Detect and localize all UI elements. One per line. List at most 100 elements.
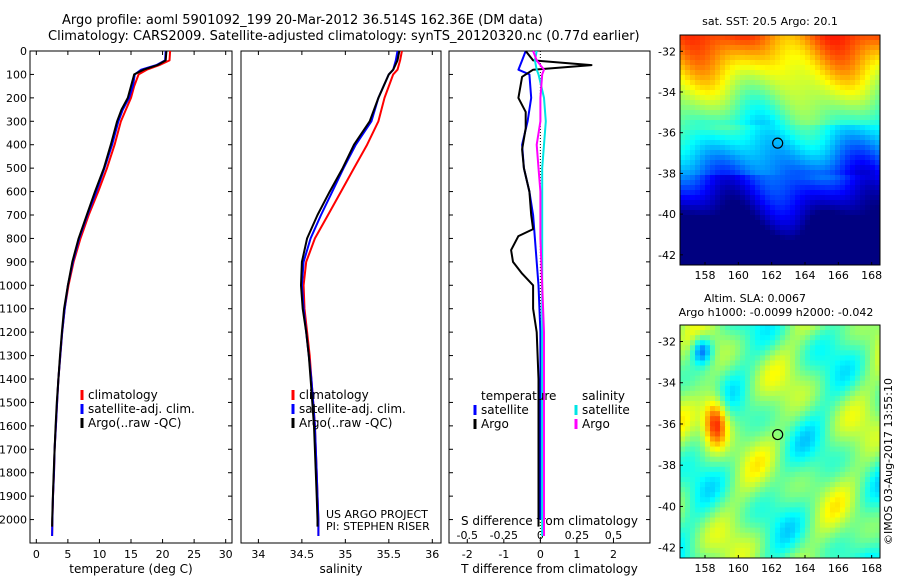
sst_map-cell	[845, 110, 851, 116]
sla_map-cell	[695, 512, 701, 519]
sla_map-cell	[720, 522, 726, 529]
sla_map-xtick-label: 158	[695, 562, 716, 575]
sla_map-cell	[685, 527, 691, 534]
sla_map-cell	[740, 385, 746, 392]
sst_map-cell	[755, 145, 761, 151]
sst_map-cell	[755, 75, 761, 81]
sst_map-cell	[825, 90, 831, 96]
temperature-ytick-label: 1600	[0, 420, 27, 433]
sst_map-cell	[795, 210, 801, 216]
sla_map-cell	[750, 512, 756, 519]
sla_map-cell	[805, 522, 811, 529]
sla_map-cell	[825, 461, 831, 468]
sla_map-cell	[865, 482, 871, 488]
sla_map-cell	[795, 436, 801, 443]
sla_map-xtick-label: 164	[795, 562, 816, 575]
sla_map-cell	[745, 421, 751, 427]
sla_map-cell	[865, 406, 871, 412]
sla_map-cell	[875, 507, 880, 514]
sst_map-cell	[800, 40, 806, 46]
sla_map-cell	[875, 400, 880, 407]
difference-x2label: S difference from climatology	[461, 514, 638, 528]
sla_map-cell	[775, 542, 781, 549]
sla_map-cell	[705, 487, 711, 493]
sla_map-cell	[835, 512, 841, 519]
sla_map-cell	[840, 502, 846, 508]
sla_map-cell	[735, 431, 741, 438]
sst_map-cell	[780, 75, 786, 81]
sla_map-cell	[765, 487, 771, 493]
sla_map-cell	[805, 542, 811, 549]
sla_map-cell	[865, 497, 871, 503]
sst_map-cell	[780, 110, 786, 116]
sla_map-cell	[855, 441, 861, 448]
sst_map-cell	[705, 145, 711, 151]
sst_map-cell	[790, 110, 796, 116]
sla_map-cell	[700, 380, 706, 387]
sla_map-cell	[750, 527, 756, 534]
sla_map-cell	[685, 552, 691, 558]
sst_map-cell	[795, 200, 801, 206]
sst_map-cell	[805, 190, 811, 196]
sst_map-cell	[815, 180, 821, 186]
sst_map-cell	[785, 215, 791, 221]
sla_map-cell	[815, 360, 821, 367]
sla_map-cell	[835, 355, 841, 362]
sla_map-cell	[875, 345, 880, 351]
sst_map-cell	[875, 235, 880, 241]
sla_map-cell	[835, 416, 841, 422]
sla_map-argo-marker	[772, 428, 784, 441]
sst_map-cell	[805, 70, 811, 76]
sst_map-cell	[785, 245, 791, 251]
sst_map-cell	[860, 255, 866, 261]
sst_map-cell	[800, 205, 806, 211]
sla_map-cell	[695, 330, 701, 336]
sla_map-cell	[740, 552, 746, 558]
sst_map-cell	[785, 250, 791, 256]
sla_map-cell	[705, 507, 711, 514]
sla_map-cell	[700, 441, 706, 448]
sla_map-cell	[775, 461, 781, 468]
sst_map-cell	[750, 175, 756, 181]
sla_map-cell	[730, 502, 736, 508]
sst_map-cell	[740, 70, 746, 76]
sla_map-cell	[820, 471, 826, 478]
sla_map-cell	[755, 552, 761, 558]
sla_map-cell	[795, 360, 801, 367]
sst_map-cell	[870, 205, 876, 211]
sst_map-cell	[830, 140, 836, 146]
sla_map-cell	[780, 547, 786, 554]
sst_map-cell	[725, 185, 731, 191]
sla_map-cell	[695, 426, 701, 432]
sst_map-cell	[840, 65, 846, 71]
sla_map-cell	[760, 461, 766, 468]
sla_map-cell	[800, 370, 806, 377]
sla_map-cell	[870, 471, 876, 478]
sla_map-cell	[810, 380, 816, 387]
sst_map-cell	[795, 175, 801, 181]
sst_map-cell	[870, 125, 876, 131]
sla_map-cell	[820, 350, 826, 356]
sst_map-cell	[870, 175, 876, 181]
sst_map-cell	[685, 130, 691, 136]
sla_map-cell	[715, 395, 721, 402]
sst_map-cell	[815, 135, 821, 141]
sla_map-cell	[870, 416, 876, 422]
sla_map-cell	[765, 497, 771, 503]
sst_map-cell	[790, 175, 796, 181]
sst_map-cell	[770, 250, 776, 256]
sla_map-xtick-label: 160	[728, 562, 749, 575]
sst_map-cell	[680, 45, 686, 51]
sla_map-cell	[685, 476, 691, 483]
sla_map-cell	[840, 487, 846, 493]
sla_map-cell	[770, 421, 776, 427]
sst_map-cell	[700, 55, 706, 61]
sla_map-cell	[695, 451, 701, 458]
sla_map-cell	[680, 522, 686, 529]
sst_map-cell	[700, 190, 706, 196]
sst_map-cell	[820, 245, 826, 251]
sst_map-cell	[830, 250, 836, 256]
sst_map-cell	[825, 80, 831, 86]
sst_map-cell	[815, 250, 821, 256]
sla_map-cell	[860, 436, 866, 443]
